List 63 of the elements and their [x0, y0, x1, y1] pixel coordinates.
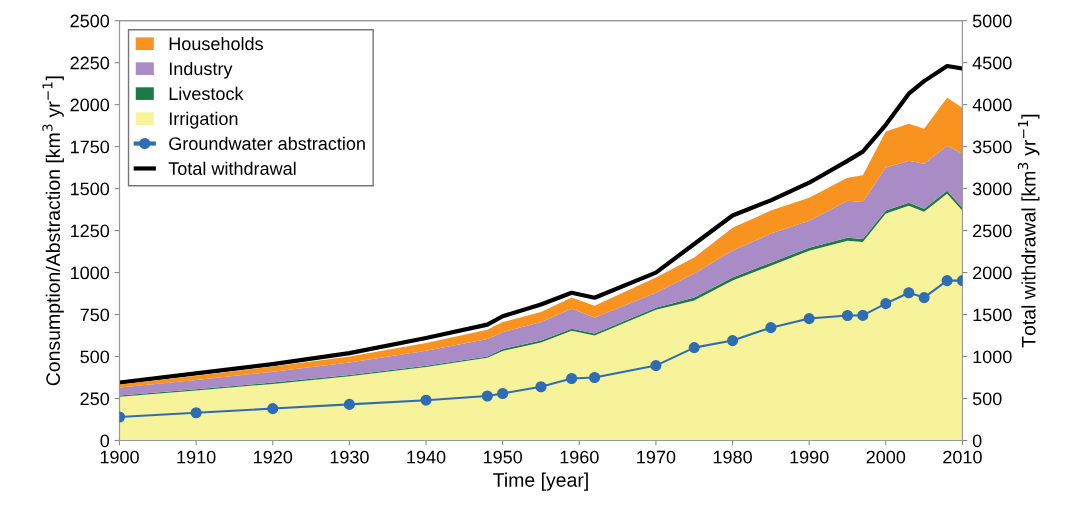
- legend-label: Total withdrawal: [168, 161, 296, 175]
- point: [566, 372, 578, 385]
- point: [481, 390, 493, 402]
- legend-label: Industry: [169, 61, 233, 79]
- x-tick-label: 1990: [790, 450, 829, 464]
- y2-tick-label: 4000: [972, 98, 1012, 112]
- point: [726, 335, 739, 347]
- y-tick-label: 1500: [71, 182, 110, 196]
- y-axis-title: Consumption/Abstraction [km$^{3}$ yr$^{−1}$]: [42, 76, 64, 386]
- x-tick-label: 2010: [943, 450, 982, 464]
- x-tick-label: 1920: [254, 450, 293, 464]
- point: [941, 275, 953, 287]
- x-tick-label: 1970: [637, 450, 676, 464]
- point: [420, 394, 432, 406]
- x-tick-label: 1980: [713, 450, 752, 464]
- y2-tick-label: 4500: [972, 56, 1012, 70]
- point: [880, 298, 892, 310]
- legend-label: Households: [169, 36, 263, 51]
- point: [589, 371, 601, 384]
- y2-tick-label: 500: [972, 392, 1002, 406]
- x-tick-label: 1950: [483, 450, 523, 464]
- point: [535, 381, 547, 393]
- y-tick-label: 750: [80, 308, 110, 322]
- y-tick-label: 0: [100, 434, 110, 448]
- legend-label: Irrigation: [169, 111, 238, 129]
- point: [688, 342, 700, 354]
- legend-label: Groundwater abstraction: [169, 136, 365, 151]
- y2-tick-label: 0: [972, 434, 982, 448]
- point: [190, 407, 202, 419]
- y-tick-label: 2000: [70, 98, 110, 112]
- point: [497, 387, 509, 400]
- point: [903, 287, 915, 299]
- point: [803, 313, 815, 325]
- point: [650, 360, 662, 372]
- y2-tick-label: 3500: [972, 140, 1012, 154]
- y-tick-label: 2250: [70, 56, 110, 70]
- point: [841, 309, 854, 322]
- point: [857, 309, 869, 321]
- y2-tick-label: 1500: [973, 308, 1012, 322]
- point: [343, 398, 355, 410]
- point: [267, 403, 279, 415]
- y-tick-label: 1250: [71, 224, 110, 238]
- point: [918, 292, 930, 304]
- x-tick-label: 1900: [100, 450, 139, 464]
- y-tick-label: 1750: [71, 140, 110, 154]
- y-tick-label: 1000: [71, 266, 110, 280]
- point: [765, 322, 777, 334]
- y-tick-label: 250: [80, 392, 110, 406]
- y2-tick-label: 5000: [972, 14, 1012, 28]
- x-tick-label: 1960: [560, 450, 599, 464]
- y2-axis-title: Total withdrawal [km$^{3}$ yr$^{−1}$]: [1017, 114, 1040, 348]
- legend-label: Livestock: [169, 86, 244, 101]
- y-tick-label: 2500: [70, 14, 110, 28]
- x-tick-label: 1910: [177, 450, 216, 464]
- y2-tick-label: 1000: [973, 350, 1012, 364]
- x-tick-label: 1930: [330, 450, 369, 464]
- x-tick-label: 2000: [866, 450, 906, 464]
- y2-tick-label: 2500: [973, 224, 1012, 238]
- x-tick-label: 1940: [407, 450, 446, 464]
- y2-tick-label: 3000: [972, 182, 1012, 196]
- y2-tick-label: 2000: [973, 266, 1012, 280]
- y-tick-label: 500: [80, 350, 110, 364]
- x-axis-title: Time [year]: [493, 472, 588, 491]
